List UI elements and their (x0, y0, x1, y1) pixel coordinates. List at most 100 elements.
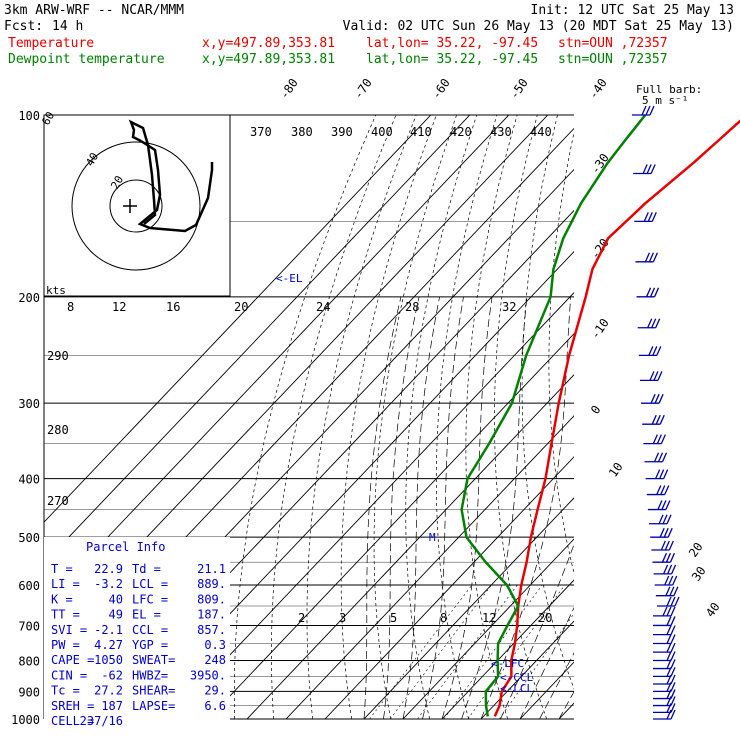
parcel-info-rows: T = 22.9 Td = 21.1 LI = -3.2 LCL = 889. K = 40 LFC… (51, 562, 226, 728)
wind-barb-feather (647, 318, 653, 328)
mixing-ratio-label: 12 (482, 611, 496, 625)
wind-barb-feather (646, 164, 652, 174)
wind-barb-feather (661, 452, 668, 462)
mixing-ratio-label: 8 (67, 300, 74, 314)
parcel-row-label: CAPE = (51, 653, 94, 667)
isotherm-line (598, 115, 740, 719)
wind-barb-feather (649, 105, 655, 116)
wind-barb-feather (670, 689, 676, 699)
dry-adiabat (521, 115, 574, 690)
parcel-row-value: 1050 (94, 653, 123, 667)
isotherm-label: -40 (586, 76, 610, 102)
parcel-row-label: LI = (51, 577, 80, 591)
wind-barb-feather (663, 527, 669, 538)
parcel-row-label: HWBZ= (132, 668, 168, 682)
wind-barb-feather (659, 414, 665, 425)
isotherm-line (637, 115, 740, 719)
parcel-row-value: -2.1 (94, 623, 123, 637)
wind-barb-feather (670, 696, 676, 706)
parcel-row-value: 0.3 (204, 638, 226, 652)
wind-barb-feather (670, 642, 676, 653)
el-marker: <-EL (276, 272, 303, 285)
temperature-legend: Temperature (8, 36, 94, 51)
hodograph-ring-label-60: 60 (39, 110, 57, 128)
wind-barb-feather (666, 564, 673, 575)
wind-barb-feather (665, 552, 672, 563)
parcel-row-label: PW = (51, 638, 80, 652)
dewpoint-trace (460, 114, 647, 717)
wind-barb-feather (651, 212, 657, 222)
parcel-row-label: SWEAT= (132, 653, 175, 667)
valid-time: Valid: 02 UTC Sun 26 May 13 (20 MDT Sat … (343, 19, 734, 34)
parcel-row-label: TT = (51, 608, 80, 622)
wind-barb-feather (666, 642, 672, 653)
wind-barb-feather (654, 393, 660, 404)
wind-barb-feather (666, 514, 672, 524)
wind-barb-feather (653, 371, 659, 381)
parcel-row-value: 248 (204, 653, 226, 667)
isotherm-line (207, 333, 574, 719)
wind-barb-feather (650, 164, 656, 174)
wind-barb-feather (647, 212, 653, 222)
parcel-row-label: SHEAR= (132, 684, 175, 698)
wind-barb-feather (664, 540, 670, 551)
isotherm-line (44, 115, 432, 523)
theta-label: 420 (450, 125, 472, 139)
pressure-tick-label: 600 (18, 579, 40, 593)
mixing-ratio-label: 20 (538, 611, 552, 625)
wind-barb-feather (642, 164, 648, 174)
parcel-row-label: YGP = (132, 638, 168, 652)
wind-barb-feather (649, 371, 655, 381)
isotherm-line (558, 702, 574, 719)
wind-barb-feather (668, 540, 674, 551)
parcel-row-label: T = (51, 562, 73, 576)
wind-barb-feather (657, 500, 663, 510)
pressure-tick-label: 900 (18, 685, 40, 699)
wind-barb-feather (659, 527, 665, 538)
parcel-row-value: 49 (109, 608, 123, 622)
pressure-tick-label: 400 (18, 473, 40, 487)
isotherm-label: -60 (429, 76, 453, 102)
wind-barb-feather (649, 287, 656, 298)
isotherm-line (44, 115, 510, 605)
wind-barb-feather (652, 252, 659, 263)
parcel-row-label: CCL = (132, 623, 168, 637)
parcel-row-label: LAPSE= (132, 699, 175, 713)
isotherm-line (363, 497, 574, 719)
isotherm-label: -80 (277, 76, 301, 102)
wind-barb-feather (660, 485, 666, 495)
xy-coord-temp: x,y=497.89,353.81 (202, 36, 335, 51)
parcel-info-box (44, 537, 230, 727)
mixing-ratio-label: 12 (112, 300, 126, 314)
wind-barb-feather (660, 540, 666, 551)
wind-barb-feather (657, 452, 664, 462)
parcel-row-label: SREH = (51, 699, 94, 713)
pressure-tick-label: 500 (18, 531, 40, 545)
wind-barb-feather (666, 709, 672, 720)
theta-label: 390 (331, 125, 353, 139)
parcel-row-value: 857. (197, 623, 226, 637)
wind-barb-feather (656, 485, 662, 495)
isotherm-line (441, 579, 574, 719)
wind-barb-feather (664, 575, 670, 586)
wind-barbs (632, 105, 680, 720)
mixing-ratio-label: 32 (502, 300, 516, 314)
wind-barb-feather (662, 564, 669, 575)
isotherm-line (44, 115, 471, 564)
mixing-ratio-line (369, 584, 473, 719)
wind-barb-feather (661, 500, 667, 510)
isotherm-label: 10 (606, 460, 626, 480)
wind-barb-feather (666, 703, 672, 713)
wind-barb-feather (670, 634, 676, 644)
theta-label: 410 (410, 125, 432, 139)
isotherm-line (246, 374, 574, 719)
wind-barb-feather (666, 651, 672, 661)
wind-barb-feather (670, 659, 676, 669)
mixing-ratio-label: 8 (440, 611, 447, 625)
isotherm-line (168, 292, 574, 719)
m-marker: M (429, 531, 436, 544)
parcel-row-value: 29. (204, 684, 226, 698)
wind-barb-feather (644, 252, 651, 263)
